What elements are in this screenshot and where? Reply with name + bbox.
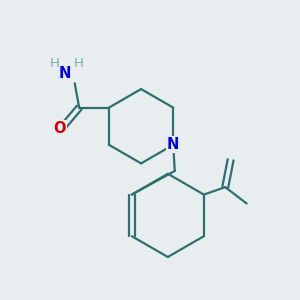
Text: O: O	[54, 121, 66, 136]
Text: H: H	[74, 58, 83, 70]
Text: N: N	[167, 137, 179, 152]
Text: H: H	[50, 58, 59, 70]
Text: N: N	[59, 66, 71, 81]
